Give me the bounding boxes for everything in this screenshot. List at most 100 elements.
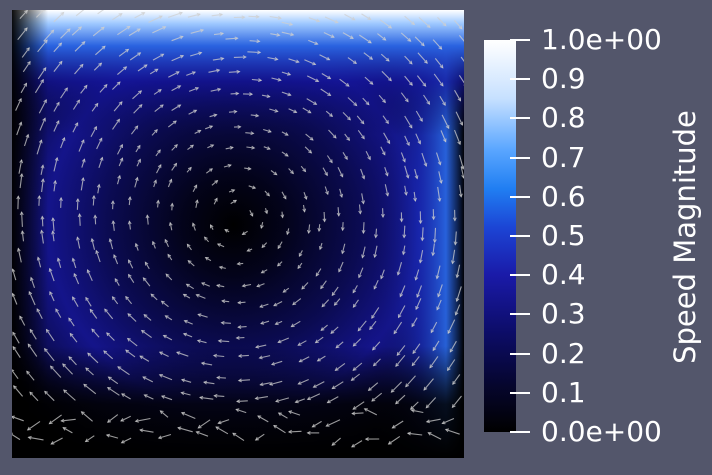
velocity-arrow (452, 374, 461, 385)
velocity-arrow (277, 241, 283, 249)
velocity-arrow (319, 242, 323, 250)
scalar-bar-tick-label: 0.8 (541, 101, 586, 135)
velocity-arrowhead (61, 136, 66, 142)
velocity-arrow (263, 146, 271, 150)
velocity-arrowhead (39, 229, 44, 234)
velocity-arrow (263, 128, 272, 133)
velocity-arrow (364, 408, 378, 416)
velocity-arrowhead (227, 163, 232, 168)
velocity-arrow (257, 415, 269, 423)
velocity-arrowhead (214, 179, 219, 184)
velocity-arrow (238, 326, 247, 328)
velocity-arrowhead (168, 221, 173, 226)
velocity-arrowhead (121, 393, 126, 397)
velocity-arrow (160, 410, 169, 418)
velocity-arrow (326, 155, 333, 163)
velocity-arrow (425, 397, 437, 409)
velocity-arrowhead (60, 11, 65, 16)
velocity-arrow (278, 412, 288, 419)
velocity-arrowhead (154, 129, 158, 134)
velocity-arrowhead (183, 319, 188, 324)
velocity-arrow (144, 394, 154, 400)
velocity-arrow (342, 152, 348, 160)
velocity-arrow (435, 152, 441, 165)
velocity-arrow (28, 436, 44, 441)
velocity-arrowhead (180, 378, 186, 383)
velocity-arrow (403, 225, 406, 238)
velocity-arrowhead (111, 296, 116, 301)
velocity-arrowhead (308, 149, 313, 154)
velocity-arrowhead (254, 396, 259, 401)
velocity-arrowhead (318, 246, 323, 251)
velocity-arrowhead (142, 277, 147, 282)
velocity-arrow (292, 298, 302, 306)
velocity-arrowhead (159, 410, 164, 415)
velocity-arrow (341, 243, 346, 254)
velocity-arrow (388, 435, 401, 445)
cavity-flow-plot[interactable] (12, 10, 464, 458)
velocity-arrow (441, 114, 450, 129)
velocity-arrow (159, 351, 169, 357)
velocity-arrow (288, 168, 294, 174)
velocity-arrow (318, 224, 321, 232)
velocity-arrowhead (26, 47, 30, 52)
velocity-arrow (60, 28, 71, 39)
velocity-arrowhead (302, 208, 307, 213)
velocity-arrow (181, 412, 196, 420)
velocity-arrowhead (367, 16, 372, 21)
velocity-arrow (451, 395, 462, 408)
velocity-arrow (53, 102, 60, 112)
velocity-arrow (37, 67, 47, 80)
velocity-arrowhead (298, 358, 303, 363)
velocity-arrow (256, 283, 265, 288)
velocity-arrowhead (191, 71, 197, 75)
velocity-arrowhead (195, 430, 200, 435)
velocity-arrowhead (68, 356, 73, 361)
velocity-arrowhead (277, 77, 282, 82)
velocity-arrow (205, 168, 213, 174)
velocity-arrow (400, 152, 406, 162)
velocity-arrow (242, 283, 252, 287)
velocity-arrow (415, 110, 423, 122)
velocity-arrowhead (411, 21, 416, 26)
velocity-arrowhead (321, 303, 326, 308)
velocity-arrow (106, 434, 119, 439)
velocity-arrowhead (330, 34, 335, 38)
velocity-arrow (414, 169, 418, 179)
velocity-arrowhead (363, 408, 368, 412)
velocity-arrowhead (139, 428, 144, 433)
velocity-arrow (190, 29, 204, 34)
velocity-arrow (308, 39, 318, 45)
velocity-arrow (338, 261, 344, 272)
velocity-arrowhead (91, 328, 96, 333)
velocity-arrow (402, 245, 406, 255)
velocity-arrowhead (117, 366, 122, 370)
velocity-arrow (320, 88, 331, 96)
velocity-arrowhead (120, 418, 125, 422)
velocity-arrow (104, 308, 114, 320)
velocity-arrowhead (352, 60, 358, 65)
velocity-arrow (53, 157, 58, 172)
velocity-arrowhead (138, 90, 143, 95)
velocity-arrowhead (140, 329, 145, 334)
velocity-arrow (269, 108, 278, 113)
velocity-arrowhead (48, 267, 53, 272)
velocity-arrowhead (401, 251, 406, 256)
velocity-arrowhead (259, 304, 264, 308)
velocity-arrow (107, 387, 120, 396)
velocity-arrowhead (38, 139, 43, 144)
velocity-arrow (323, 211, 326, 222)
velocity-arrowhead (50, 441, 55, 445)
velocity-arrow (404, 135, 410, 146)
velocity-arrowhead (51, 230, 55, 235)
velocity-arrow (269, 15, 281, 19)
velocity-arrowhead (204, 256, 209, 261)
velocity-arrowhead (213, 393, 218, 398)
velocity-arrowhead (352, 367, 357, 371)
velocity-arrowhead (40, 164, 45, 169)
velocity-arrow (232, 432, 245, 442)
velocity-arrow (322, 167, 328, 176)
velocity-arrowhead (103, 83, 108, 89)
velocity-arrowhead (159, 104, 164, 109)
